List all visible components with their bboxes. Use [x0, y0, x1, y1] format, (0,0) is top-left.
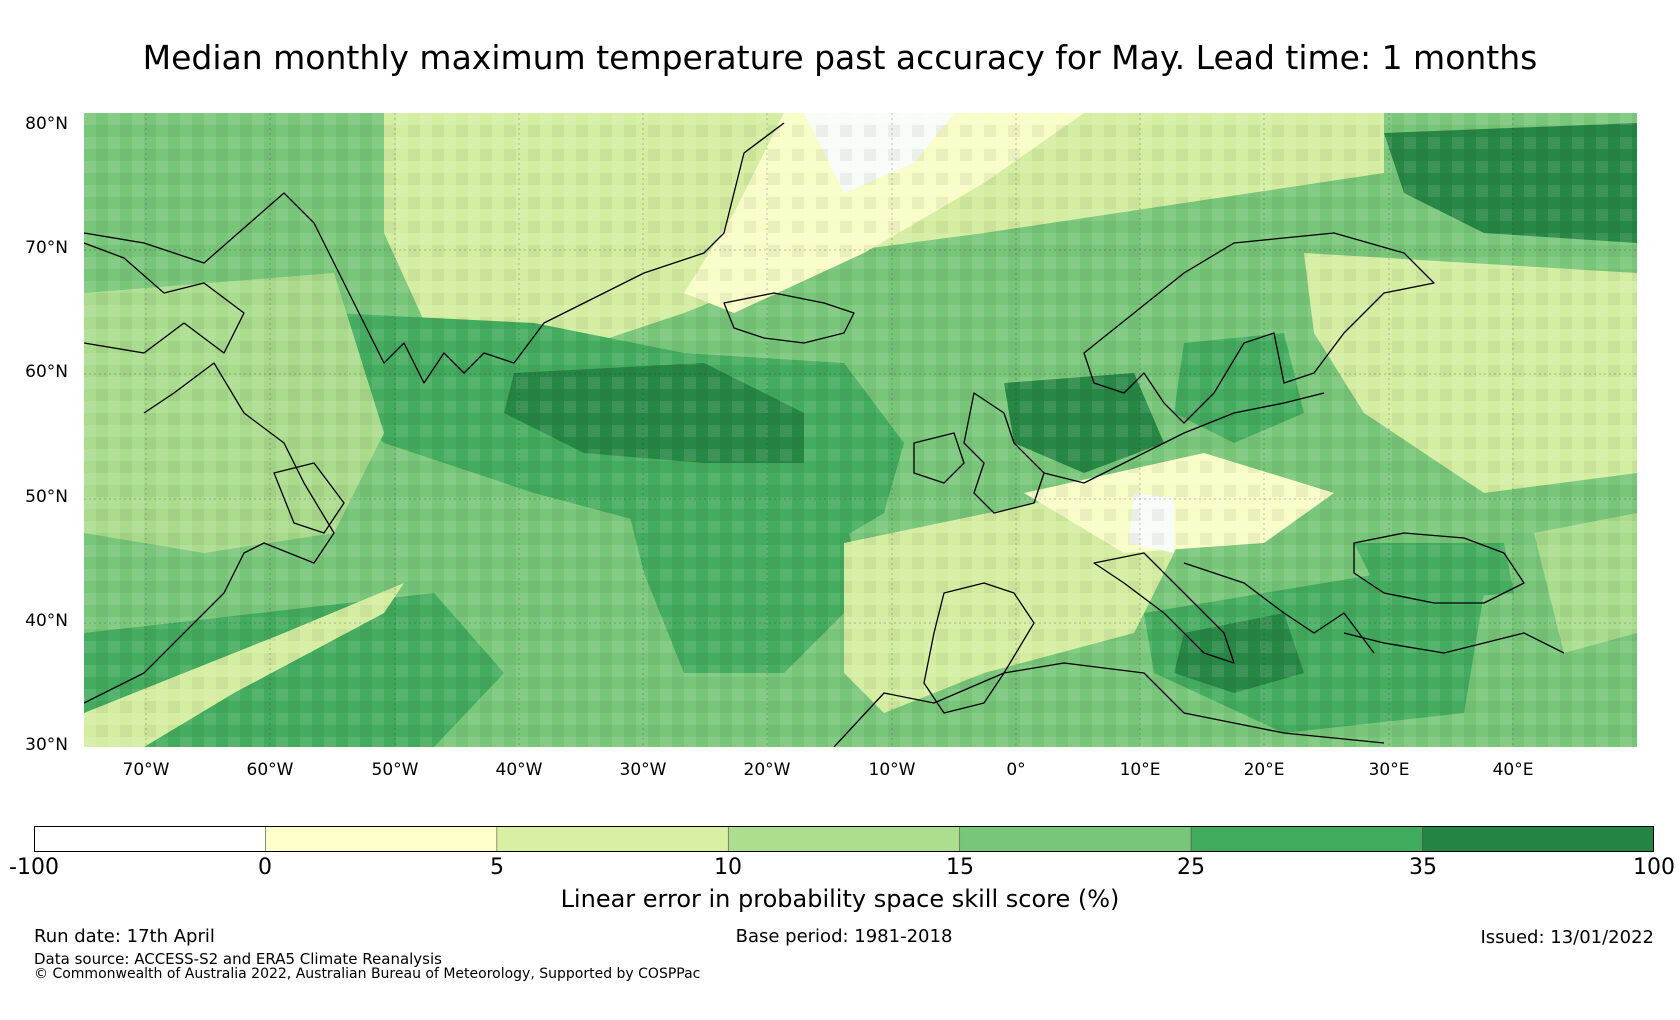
ireland-coast	[913, 432, 965, 484]
europe-west-coast	[1043, 392, 1325, 484]
iberia-coast	[923, 582, 1035, 714]
data-source: Data source: ACCESS-S2 and ERA5 Climate …	[34, 950, 442, 968]
copyright: © Commonwealth of Australia 2022, Austra…	[34, 966, 701, 982]
grid-noise-overlay	[84, 113, 1637, 747]
colorbar-segment	[1190, 826, 1423, 852]
colorbar-tick: 0	[258, 855, 272, 880]
lon-label: 40°W	[495, 760, 543, 780]
britain-coast	[963, 392, 1045, 514]
lat-label: 30°N	[25, 735, 68, 755]
lon-label: 70°W	[122, 760, 170, 780]
colorbar-segment	[265, 826, 498, 852]
colorbar-tick: 5	[490, 855, 504, 880]
map-title: Median monthly maximum temperature past …	[142, 38, 1538, 77]
lon-label: 20°E	[1243, 760, 1285, 780]
lat-label: 40°N	[25, 611, 68, 631]
base-period: Base period: 1981-2018	[735, 926, 953, 947]
colorbar-segment	[727, 826, 961, 852]
lat-label: 60°N	[25, 362, 68, 382]
lon-label: 30°E	[1368, 760, 1410, 780]
colorbar-label: Linear error in probability space skill …	[560, 885, 1120, 913]
issued-date: Issued: 13/01/2022	[1480, 927, 1654, 948]
lon-label: 10°E	[1119, 760, 1161, 780]
labrador-coast	[84, 362, 335, 704]
colorbar-tick: 10	[714, 855, 742, 880]
lon-label: 50°W	[371, 760, 419, 780]
colorbar-segment	[496, 826, 729, 852]
skill-score-map	[84, 113, 1637, 747]
lon-label: 20°W	[743, 760, 791, 780]
lat-label: 70°N	[25, 238, 68, 258]
lon-label: 0°	[1006, 760, 1026, 780]
colorbar-tick: 25	[1177, 855, 1205, 880]
lon-label: 40°E	[1492, 760, 1534, 780]
graticule	[84, 113, 1637, 747]
colorbar-segment	[34, 826, 266, 852]
iceland-coast	[723, 292, 855, 344]
colorbar-tick: -100	[9, 855, 59, 880]
black-sea-coast	[1353, 532, 1525, 604]
italy-coast	[1093, 552, 1235, 664]
turkey-coast	[1343, 632, 1565, 654]
run-date: Run date: 17th April	[34, 926, 215, 947]
colorbar-tick: 35	[1409, 855, 1437, 880]
north-africa-coast	[833, 662, 1385, 747]
colorbar	[34, 826, 1654, 852]
colorbar-frame	[34, 826, 1654, 852]
greenland-coast	[84, 122, 785, 384]
lat-label: 50°N	[25, 487, 68, 507]
lon-label: 10°W	[868, 760, 916, 780]
newfoundland-coast	[273, 462, 345, 534]
baffin-coast	[84, 242, 245, 354]
lat-label: 80°N	[25, 114, 68, 134]
colorbar-tick: 15	[946, 855, 974, 880]
coastlines	[84, 122, 1565, 747]
lon-label: 30°W	[619, 760, 667, 780]
colorbar-segment	[959, 826, 1192, 852]
colorbar-tick: 100	[1633, 855, 1675, 880]
colorbar-segment	[1422, 826, 1654, 852]
lon-label: 60°W	[246, 760, 294, 780]
scandinavia-coast	[1083, 232, 1435, 424]
